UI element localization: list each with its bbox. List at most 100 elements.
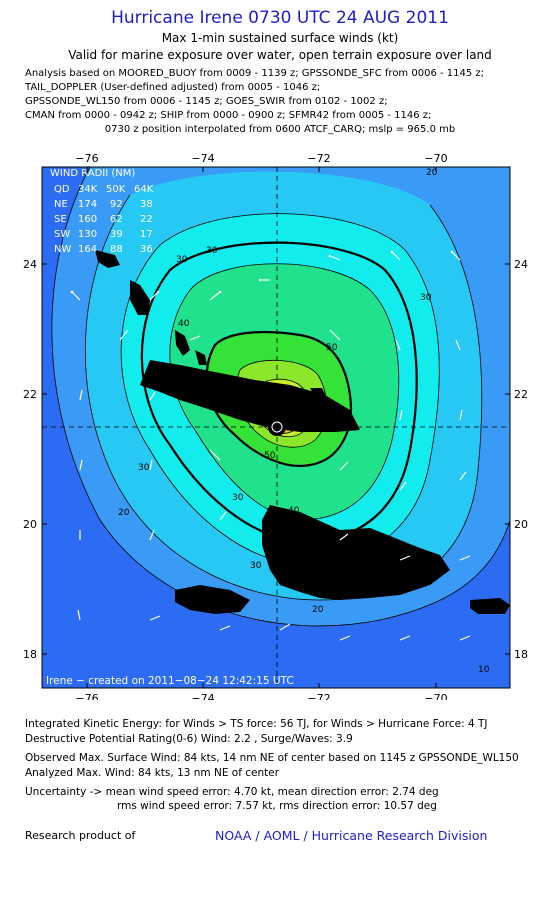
wind-radii-quadrant: NW — [54, 244, 71, 255]
wind-vector — [459, 409, 463, 421]
lon-label-top: −72 — [307, 152, 330, 165]
wind-vector — [459, 635, 471, 641]
wind-radii-34k: 130 — [78, 229, 97, 240]
lat-label-left: 22 — [23, 388, 37, 401]
bahamas-abaco — [95, 250, 120, 268]
lon-label-top: −70 — [424, 152, 447, 165]
coastlines — [95, 250, 510, 614]
wind-vector — [149, 291, 159, 301]
chart-subtitle: Max 1-min sustained surface winds (kt) — [161, 31, 399, 45]
analysis-line: GPSSONDE_WL150 from 0006 - 1145 z; GOES_… — [25, 96, 388, 107]
contour-label: 30 — [176, 255, 188, 265]
wind-vector — [339, 461, 349, 471]
contour-label: 50 — [326, 343, 338, 353]
lon-label-top: −74 — [191, 152, 214, 165]
contour-label: 20 — [312, 605, 324, 615]
chart-title: Hurricane Irene 0730 UTC 24 AUG 2011 — [111, 8, 449, 28]
wind-vector-head — [258, 278, 262, 282]
lat-label-left: 20 — [23, 518, 37, 531]
wind-vector-heads — [70, 250, 454, 294]
wind-vector — [219, 625, 231, 631]
bahamas-andros — [130, 280, 150, 315]
wind-vector — [399, 409, 403, 421]
contour-label: 30 — [250, 561, 262, 571]
lat-label-left: 18 — [23, 648, 37, 661]
lat-label-right: 20 — [514, 518, 528, 531]
lon-label-bottom: −76 — [75, 692, 98, 700]
wind-vector — [399, 635, 411, 641]
lon-label-bottom: −70 — [424, 692, 447, 700]
wind-vector — [209, 291, 221, 301]
wind-vector-head — [328, 254, 332, 258]
wind-radii-quadrant: SE — [54, 214, 67, 225]
wind-vector — [119, 329, 129, 341]
wind-radii-50k: 92 — [110, 199, 123, 210]
contour-labels: 30 30 40 30 30 20 20 40 50 50 30 30 20 1… — [118, 168, 490, 675]
wind-field-map: 30 30 40 30 30 20 20 40 50 50 30 30 20 1… — [23, 152, 528, 700]
uncertainty-line-1: Uncertainty -> mean wind speed error: 4.… — [25, 786, 439, 798]
contour-label: 30 — [420, 293, 432, 303]
ike-line: Integrated Kinetic Energy: for Winds > T… — [25, 718, 488, 730]
storm-center — [268, 418, 286, 436]
bahamas-long-island — [175, 330, 190, 356]
isotach-line-bold — [205, 330, 353, 468]
wind-vectors — [71, 251, 471, 641]
wind-vector — [71, 291, 81, 301]
contour-label: 30 — [206, 246, 218, 256]
wind-radii-table: WIND RADII (NM) QD 34K 50K 64K NE 174 92… — [50, 168, 154, 255]
dpr-line: Destructive Potential Rating(0-6) Wind: … — [25, 733, 353, 745]
wind-radii-header-34k: 34K — [78, 184, 98, 195]
contour-label: 50 — [264, 451, 276, 461]
wind-radii-34k: 164 — [78, 244, 97, 255]
wind-vector — [391, 251, 401, 261]
lon-label-bottom: −74 — [191, 692, 214, 700]
puerto-rico-coast — [470, 598, 510, 614]
wind-vector — [279, 623, 291, 631]
wind-vector — [209, 449, 221, 461]
wind-vector — [395, 339, 401, 351]
wind-radii-50k: 39 — [110, 229, 123, 240]
exposure-note: Valid for marine exposure over water, op… — [68, 48, 492, 62]
analysis-line: Analysis based on MOORED_BUOY from 0009 … — [25, 68, 485, 79]
wind-radii-64k: 38 — [140, 199, 153, 210]
lon-label-top: −76 — [75, 152, 98, 165]
wind-radii-34k: 160 — [78, 214, 97, 225]
creation-credit: Irene − created on 2011−08−24 12:42:15 U… — [46, 675, 294, 687]
wind-vector — [219, 511, 227, 521]
analysis-line: CMAN from 0000 - 0942 z; SHIP from 0000 … — [25, 110, 432, 121]
axis-labels: −76 −74 −72 −70 −76 −74 −72 −70 24 22 20… — [23, 152, 528, 700]
wind-radii-64k: 17 — [140, 229, 153, 240]
wind-vector — [399, 555, 411, 561]
wind-vector — [339, 635, 351, 641]
observed-max-wind: Observed Max. Surface Wind: 84 kts, 14 n… — [25, 752, 519, 764]
contour-label: 30 — [282, 551, 294, 561]
wind-vector — [77, 609, 81, 621]
isotach-line-bold — [140, 241, 418, 544]
analysis-line: TAIL_DOPPLER (User-defined adjusted) fro… — [25, 82, 321, 93]
position-note: 0730 z position interpolated from 0600 A… — [104, 124, 456, 135]
wind-vector — [339, 533, 349, 541]
jamaica-coast — [175, 585, 250, 614]
contour-label: 40 — [288, 506, 300, 516]
bahamas-exuma — [195, 350, 207, 365]
analyzed-max-wind: Analyzed Max. Wind: 84 kts, 13 nm NE of … — [25, 767, 280, 779]
wind-radii-50k: 62 — [110, 214, 123, 225]
wind-vector — [149, 459, 153, 471]
axis-ticks — [42, 167, 510, 688]
storm-center-ring — [271, 421, 283, 433]
contour-label: 10 — [478, 665, 490, 675]
wind-radii-header-qd: QD — [54, 184, 70, 195]
research-org-link[interactable]: NOAA / AOML / Hurricane Research Divisio… — [215, 828, 488, 843]
wind-radii-header-64k: 64K — [134, 184, 154, 195]
wind-radii-quadrant: SW — [54, 229, 70, 240]
hurricane-force-contours — [140, 241, 418, 544]
wind-vector — [149, 529, 155, 541]
wind-vector — [329, 329, 341, 341]
isotach-line — [120, 213, 440, 566]
wind-vector — [189, 335, 201, 341]
contour-label: 30 — [138, 463, 150, 473]
lat-label-right: 24 — [514, 258, 528, 271]
wind-vector — [79, 389, 83, 401]
lon-label-bottom: −72 — [307, 692, 330, 700]
wind-vector — [459, 555, 471, 561]
